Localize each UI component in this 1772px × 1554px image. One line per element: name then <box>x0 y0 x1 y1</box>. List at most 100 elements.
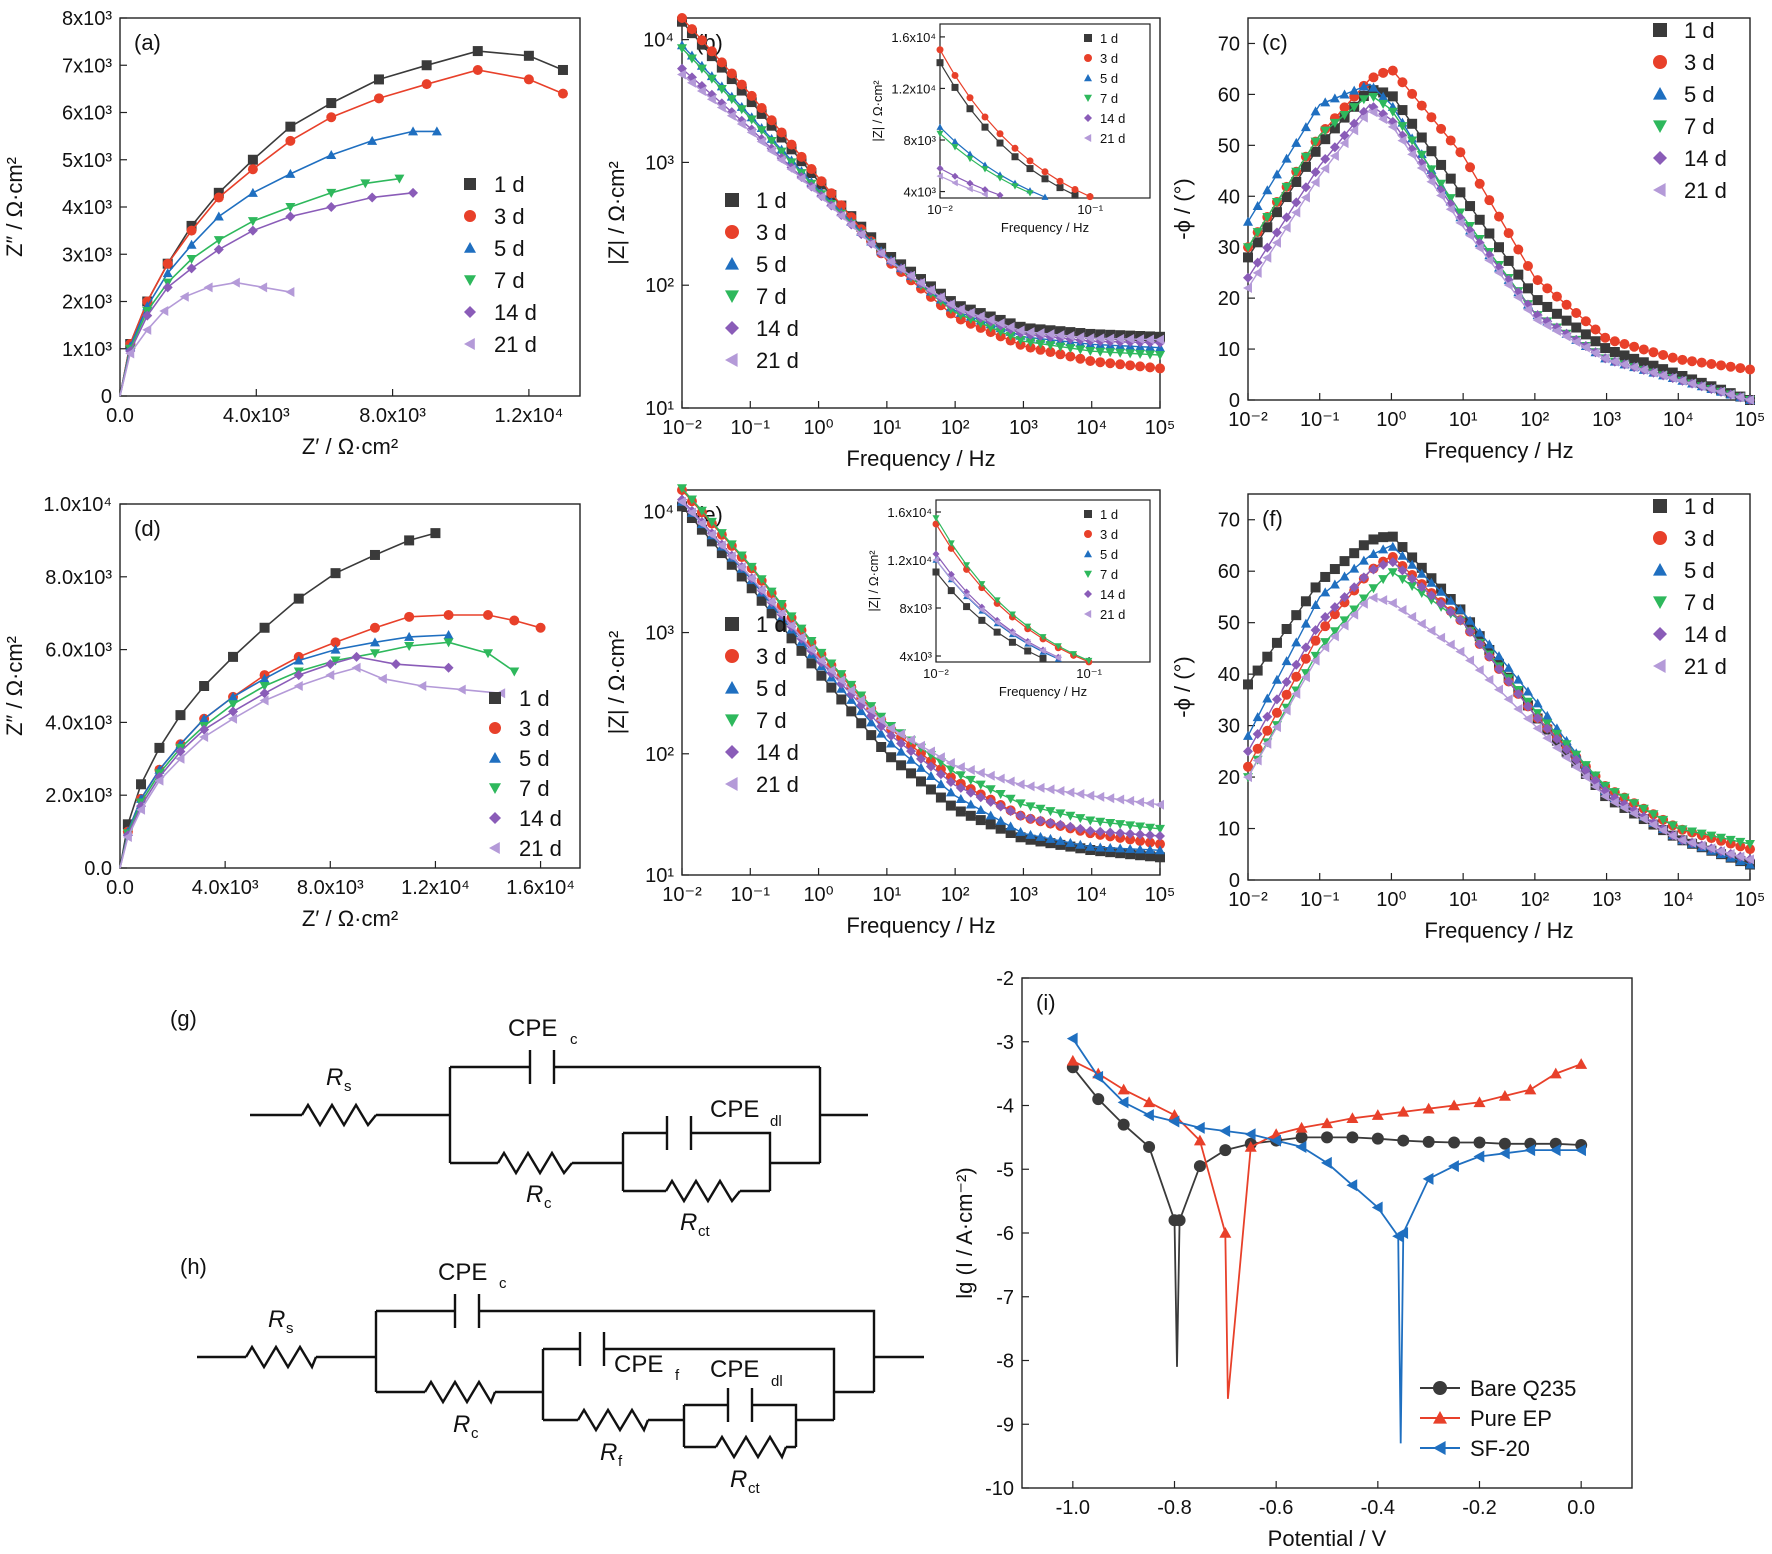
data-point <box>995 327 1006 337</box>
data-point <box>1368 92 1379 102</box>
data-point <box>806 164 817 175</box>
data-point <box>955 793 966 803</box>
panel-i: -1.0 -0.8 -0.6 -0.4 -0.2 0.0 -10 -9 -8 -7 -6 -5 -4 -3… <box>952 968 1633 1551</box>
data-point <box>1551 326 1561 337</box>
data-point <box>906 754 917 764</box>
data-point <box>1371 1109 1384 1120</box>
legend-marker <box>725 257 739 270</box>
data-point <box>1407 611 1417 622</box>
data-point <box>816 176 827 187</box>
data-point <box>1025 829 1036 839</box>
data-point <box>1045 807 1056 817</box>
data-point <box>766 596 776 607</box>
legend-marker <box>725 745 739 759</box>
x-tick-label: 1.6x10⁴ <box>506 877 575 899</box>
data-point <box>1465 626 1476 637</box>
data-point <box>706 517 717 527</box>
data-point <box>369 649 380 659</box>
data-point <box>509 615 520 626</box>
data-point <box>1503 228 1514 239</box>
data-point <box>1005 794 1016 804</box>
legend-label: 14 d <box>756 316 799 341</box>
x-tick-label: 10⁴ <box>1663 409 1694 431</box>
data-point <box>1095 357 1106 368</box>
y-tick-label: 2x10³ <box>62 292 112 314</box>
panel-d: 0.0 4.0x10³ 8.0x10³ 1.2x10⁴ 1.6x10⁴ 0.0 2.0x10… <box>2 494 581 931</box>
legend-marker <box>464 178 476 190</box>
y-axis-label: |Z| / Ω·cm² <box>604 631 629 735</box>
data-point <box>326 98 337 109</box>
data-point <box>293 670 304 681</box>
data-point <box>1696 829 1707 839</box>
legend-marker <box>464 242 476 253</box>
legend-label: 1 d <box>756 188 787 213</box>
data-point <box>1735 392 1745 403</box>
data-point <box>1300 653 1311 664</box>
data-point <box>258 282 268 293</box>
legend-label: 1 d <box>494 172 525 197</box>
data-point <box>1271 722 1281 733</box>
data-point <box>1503 662 1514 672</box>
data-point <box>886 738 897 748</box>
x-tick-label: 10¹ <box>1449 889 1478 911</box>
data-point <box>1638 804 1649 814</box>
data-point <box>1320 587 1331 597</box>
data-point <box>756 136 766 147</box>
inset-point <box>951 172 959 180</box>
data-point <box>1291 659 1302 670</box>
data-point <box>1075 328 1086 339</box>
data-point <box>846 694 857 704</box>
data-point <box>1281 624 1292 635</box>
data-point <box>330 568 341 579</box>
legend-label: 5 d <box>1684 82 1715 107</box>
data-point <box>1407 136 1418 146</box>
data-point <box>162 268 173 278</box>
inset-y-tick-label: 4x10³ <box>899 649 932 664</box>
data-point <box>756 103 767 114</box>
data-point <box>1045 833 1056 843</box>
data-point <box>247 217 258 227</box>
y-tick-label: 7x10³ <box>62 55 112 77</box>
series-line <box>119 532 436 869</box>
data-point <box>1075 814 1086 824</box>
data-point <box>1407 149 1417 160</box>
data-point <box>443 662 454 673</box>
data-point <box>1465 615 1476 625</box>
data-point <box>1320 153 1331 164</box>
data-point <box>1065 344 1076 354</box>
data-point <box>1609 356 1619 367</box>
y-axis-label: -ϕ / (°) <box>1170 178 1195 239</box>
data-point <box>326 188 337 198</box>
panel-e-frame <box>681 489 1161 876</box>
data-point <box>935 769 946 780</box>
data-point <box>1378 114 1388 125</box>
data-point <box>1045 329 1055 340</box>
data-point <box>1436 159 1447 170</box>
data-point <box>1252 257 1263 268</box>
data-point <box>326 150 337 160</box>
data-point <box>1035 804 1046 814</box>
data-point <box>696 506 707 516</box>
data-point <box>1015 810 1026 821</box>
data-point <box>736 118 746 129</box>
data-point <box>456 684 466 695</box>
data-point <box>523 50 534 61</box>
data-point <box>846 220 856 231</box>
circuit-h-sub-cpec: c <box>499 1275 507 1292</box>
data-point <box>975 780 986 790</box>
data-point <box>1629 808 1639 819</box>
x-tick-label: 10⁰ <box>1376 409 1406 431</box>
data-point <box>925 761 936 772</box>
data-point <box>1648 819 1658 830</box>
circuit-h-resistor-rct <box>714 1434 788 1460</box>
data-point <box>1339 102 1350 113</box>
data-point <box>816 648 827 658</box>
data-point <box>1025 327 1035 338</box>
data-point <box>175 746 186 757</box>
data-point <box>1125 349 1136 359</box>
data-point <box>1310 146 1321 157</box>
data-point <box>1629 799 1640 809</box>
data-point <box>1455 646 1465 657</box>
data-point <box>1300 596 1311 607</box>
data-point <box>1368 549 1379 559</box>
